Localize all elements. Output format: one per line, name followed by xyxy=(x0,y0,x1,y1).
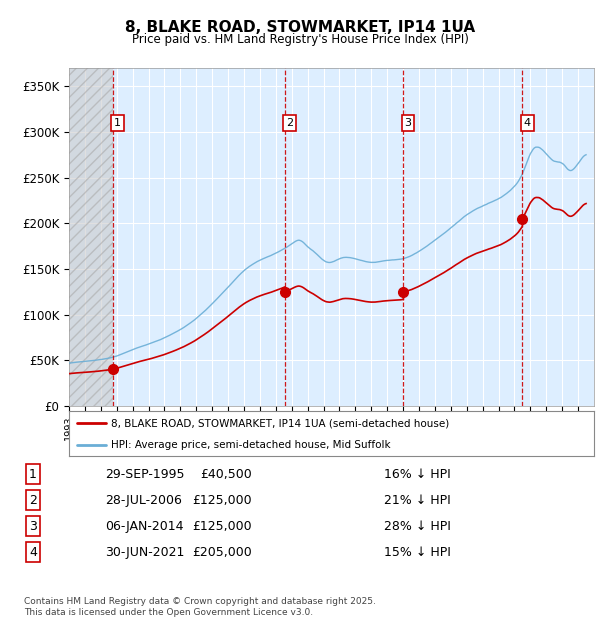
Text: 8, BLAKE ROAD, STOWMARKET, IP14 1UA (semi-detached house): 8, BLAKE ROAD, STOWMARKET, IP14 1UA (sem… xyxy=(111,418,449,428)
Text: £205,000: £205,000 xyxy=(192,546,252,559)
Text: 4: 4 xyxy=(29,546,37,559)
Text: 3: 3 xyxy=(404,118,412,128)
Text: 2: 2 xyxy=(29,494,37,507)
Text: 21% ↓ HPI: 21% ↓ HPI xyxy=(384,494,451,507)
Text: 2: 2 xyxy=(286,118,293,128)
Text: £125,000: £125,000 xyxy=(193,494,252,507)
Text: 1: 1 xyxy=(114,118,121,128)
Text: Price paid vs. HM Land Registry's House Price Index (HPI): Price paid vs. HM Land Registry's House … xyxy=(131,33,469,45)
Text: 3: 3 xyxy=(29,520,37,533)
Text: £40,500: £40,500 xyxy=(200,468,252,481)
Text: HPI: Average price, semi-detached house, Mid Suffolk: HPI: Average price, semi-detached house,… xyxy=(111,440,391,450)
Text: 15% ↓ HPI: 15% ↓ HPI xyxy=(384,546,451,559)
Bar xyxy=(69,68,113,406)
Text: 16% ↓ HPI: 16% ↓ HPI xyxy=(384,468,451,481)
Text: £125,000: £125,000 xyxy=(193,520,252,533)
Text: 29-SEP-1995: 29-SEP-1995 xyxy=(105,468,185,481)
Text: Contains HM Land Registry data © Crown copyright and database right 2025.
This d: Contains HM Land Registry data © Crown c… xyxy=(24,598,376,617)
Text: 30-JUN-2021: 30-JUN-2021 xyxy=(105,546,184,559)
Text: 4: 4 xyxy=(524,118,531,128)
Text: 1: 1 xyxy=(29,468,37,481)
Text: 28% ↓ HPI: 28% ↓ HPI xyxy=(384,520,451,533)
Text: 06-JAN-2014: 06-JAN-2014 xyxy=(105,520,184,533)
Text: 8, BLAKE ROAD, STOWMARKET, IP14 1UA: 8, BLAKE ROAD, STOWMARKET, IP14 1UA xyxy=(125,20,475,35)
Text: 28-JUL-2006: 28-JUL-2006 xyxy=(105,494,182,507)
